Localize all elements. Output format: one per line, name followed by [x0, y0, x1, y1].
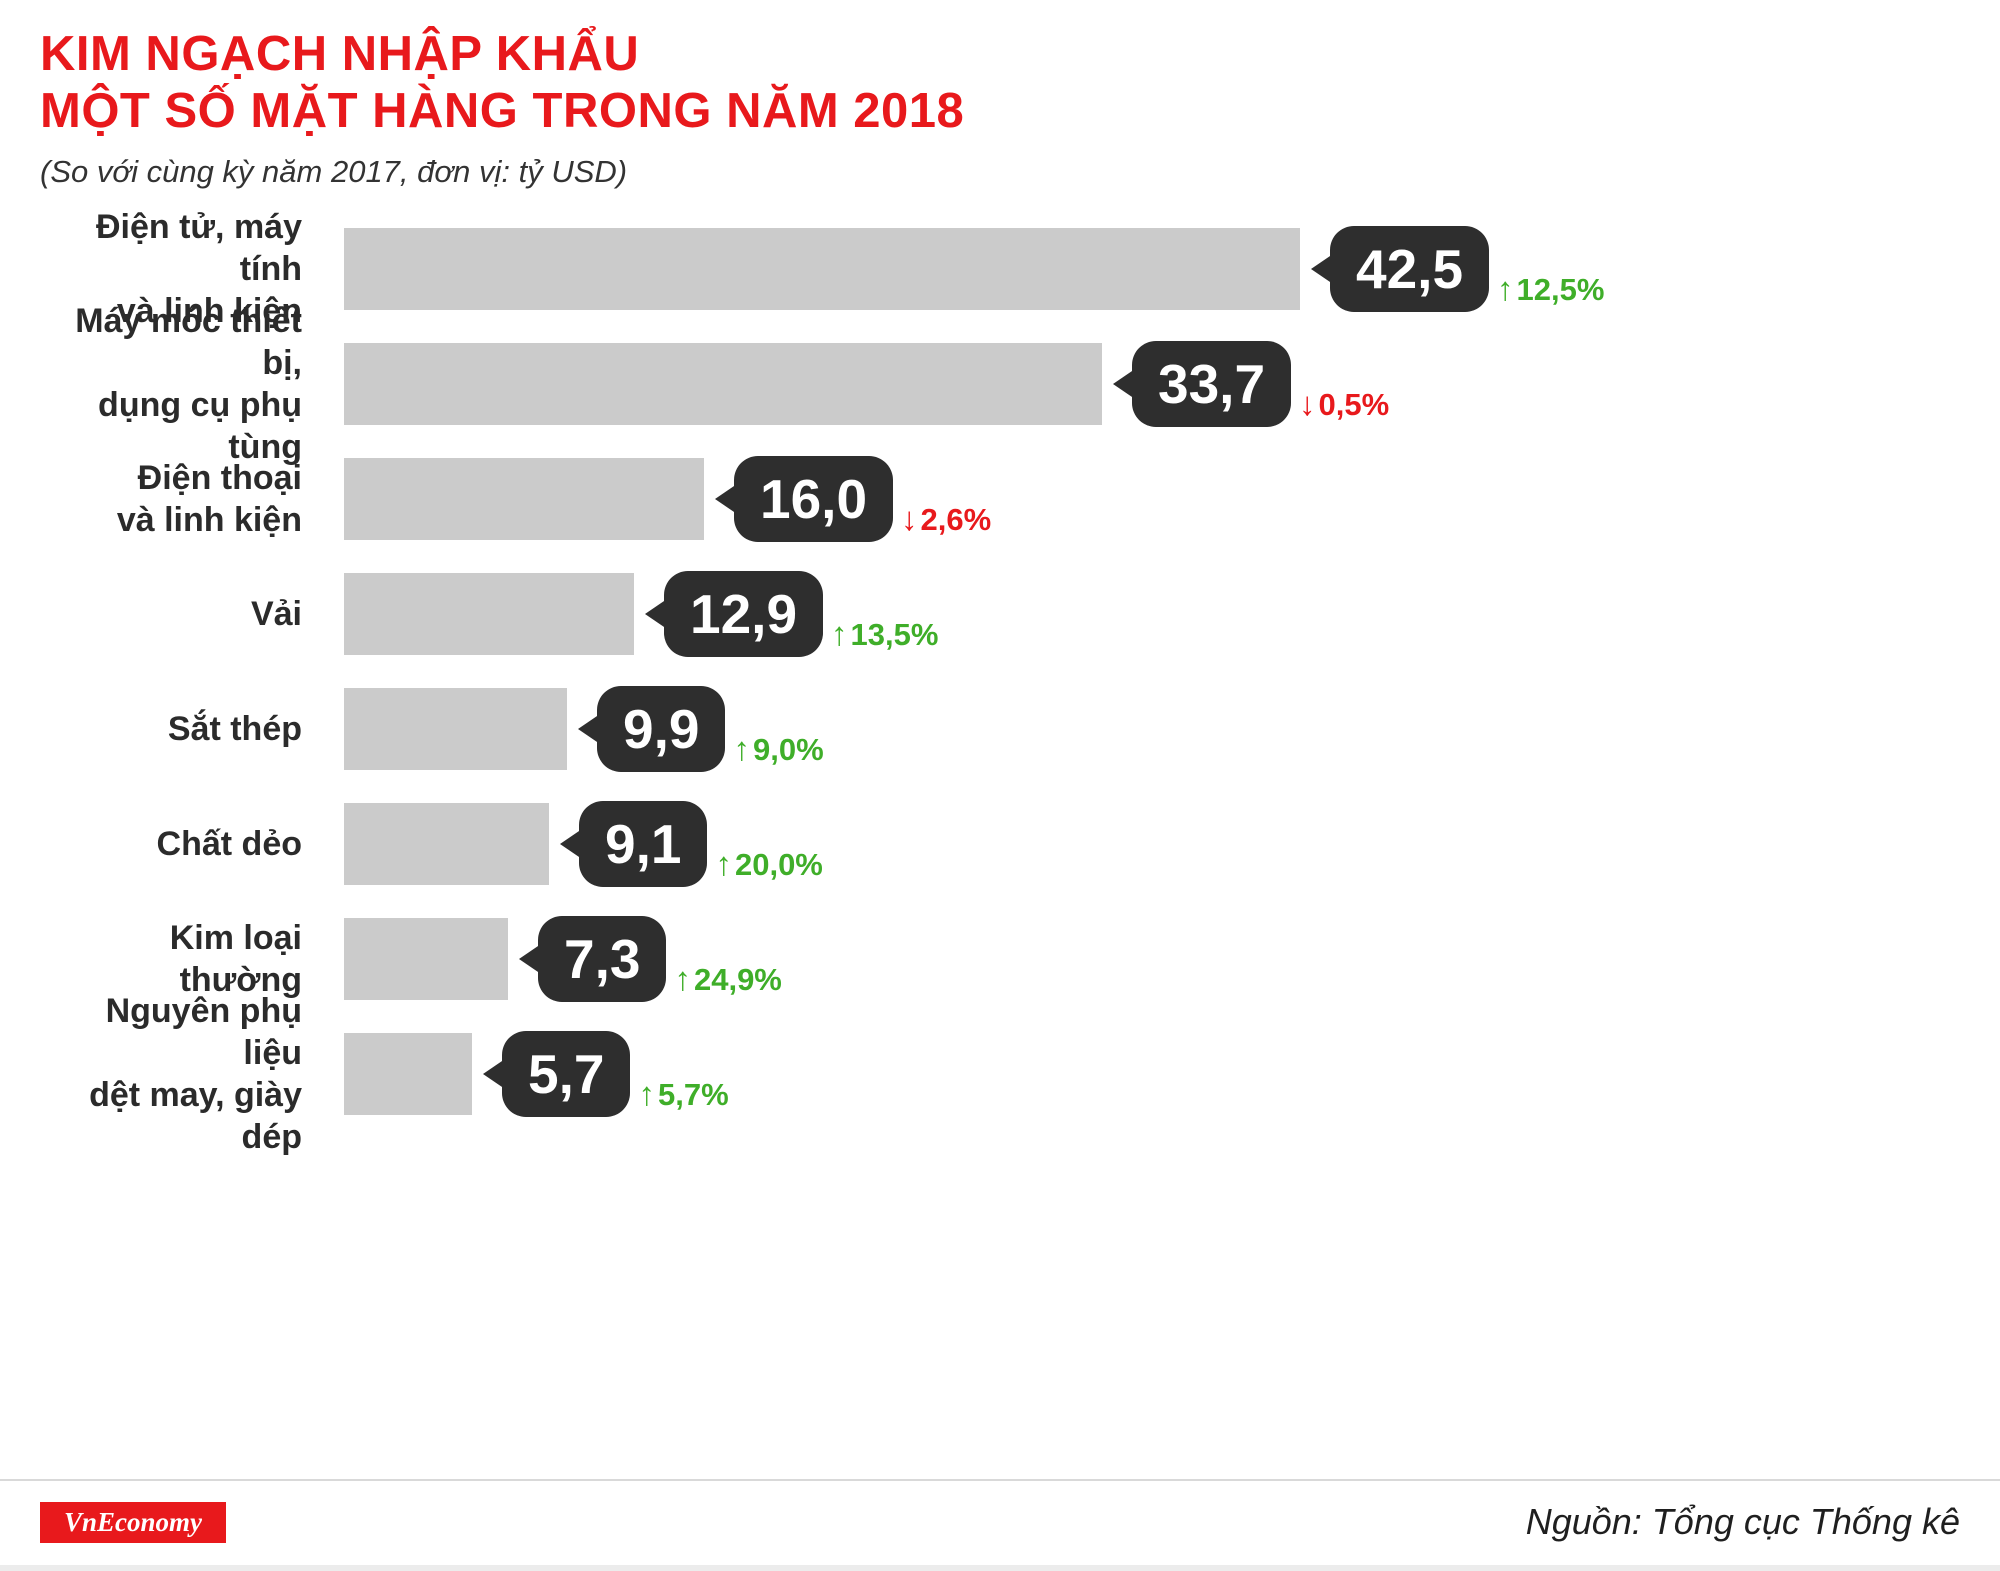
value-bubble: 9,1	[579, 801, 708, 887]
value-bubble: 7,3	[538, 916, 667, 1002]
change-percent: 20,0%	[734, 847, 823, 882]
bar-area: 5,7 ↑ 5,7%	[344, 1031, 2000, 1117]
value-label: 33,7	[1158, 353, 1266, 415]
value-label: 5,7	[528, 1043, 605, 1105]
up-arrow-icon: ↑	[674, 960, 691, 997]
chart-row: Nguyên phụ liệu dệt may, giày dép 5,7 ↑ …	[40, 992, 2000, 1156]
value-bubble: 33,7	[1132, 341, 1292, 427]
value-bubble: 5,7	[502, 1031, 631, 1117]
category-label: Nguyên phụ liệu dệt may, giày dép	[89, 992, 302, 1156]
page-title: KIM NGẠCH NHẬP KHẨU MỘT SỐ MẶT HÀNG TRON…	[40, 26, 1960, 140]
title-line-1: KIM NGẠCH NHẬP KHẨU	[40, 27, 640, 81]
chart-row: Sắt thép 9,9 ↑ 9,0%	[40, 686, 2000, 772]
up-arrow-icon: ↑	[638, 1075, 655, 1112]
change-percent: 24,9%	[693, 962, 782, 997]
category-label: Điện tử, máy tính và linh kiện	[95, 208, 302, 330]
value-label: 9,1	[605, 813, 682, 875]
chart-subtitle: (So với cùng kỳ năm 2017, đơn vị: tỷ USD…	[40, 154, 628, 189]
bar-area: 7,3 ↑ 24,9%	[344, 916, 2000, 1002]
up-arrow-icon: ↑	[831, 615, 848, 652]
change-indicator: ↑ 5,7%	[638, 1075, 728, 1113]
down-arrow-icon: ↓	[1299, 385, 1316, 422]
category-label: Vải	[250, 595, 302, 633]
category-label: Điện thoại và linh kiện	[116, 459, 302, 539]
chart-row: Kim loại thường 7,3 ↑ 24,9%	[40, 916, 2000, 1002]
bar-area: 33,7 ↓ 0,5%	[344, 341, 2000, 427]
bar-area: 9,9 ↑ 9,0%	[344, 686, 2000, 772]
value-label: 16,0	[760, 468, 868, 530]
change-percent: 9,0%	[752, 732, 824, 767]
bar	[344, 458, 704, 540]
chart-header: KIM NGẠCH NHẬP KHẨU MỘT SỐ MẶT HÀNG TRON…	[0, 0, 2000, 190]
title-line-2: MỘT SỐ MẶT HÀNG TRONG NĂM 2018	[40, 84, 965, 138]
chart-rows: Điện tử, máy tính và linh kiện 42,5 ↑ 12…	[40, 208, 2000, 1156]
bar-area: 42,5 ↑ 12,5%	[344, 226, 2000, 312]
up-arrow-icon: ↑	[733, 730, 750, 767]
bar	[344, 803, 549, 885]
value-bubble: 12,9	[664, 571, 824, 657]
bar	[344, 573, 634, 655]
bar	[344, 1033, 472, 1115]
footer: VnEconomy Nguồn: Tổng cục Thống kê	[0, 1479, 2000, 1563]
brand-badge: VnEconomy	[40, 1501, 227, 1543]
change-indicator: ↑ 13,5%	[831, 615, 938, 653]
value-label: 7,3	[564, 928, 641, 990]
chart-row: Điện thoại và linh kiện 16,0 ↓ 2,6%	[40, 456, 2000, 542]
bar	[344, 918, 508, 1000]
value-label: 12,9	[690, 583, 798, 645]
change-percent: 0,5%	[1318, 387, 1390, 422]
up-arrow-icon: ↑	[1497, 270, 1514, 307]
bottom-divider	[0, 1565, 2000, 1571]
chart-row: Điện tử, máy tính và linh kiện 42,5 ↑ 12…	[40, 208, 2000, 330]
change-percent: 13,5%	[850, 617, 939, 652]
bar-chart: Điện tử, máy tính và linh kiện 42,5 ↑ 12…	[0, 208, 2000, 1156]
change-indicator: ↓ 0,5%	[1299, 385, 1389, 423]
change-percent: 12,5%	[1516, 272, 1605, 307]
change-indicator: ↑ 24,9%	[674, 960, 781, 998]
value-bubble: 9,9	[597, 686, 726, 772]
change-indicator: ↑ 12,5%	[1497, 270, 1604, 308]
chart-row: Vải 12,9 ↑ 13,5%	[40, 571, 2000, 657]
up-arrow-icon: ↑	[715, 845, 732, 882]
bar-area: 12,9 ↑ 13,5%	[344, 571, 2000, 657]
bar	[344, 343, 1102, 425]
value-label: 9,9	[623, 698, 700, 760]
chart-row: Chất dẻo 9,1 ↑ 20,0%	[40, 801, 2000, 887]
change-indicator: ↑ 20,0%	[715, 845, 822, 883]
bar-area: 9,1 ↑ 20,0%	[344, 801, 2000, 887]
bar	[344, 228, 1300, 310]
value-bubble: 42,5	[1330, 226, 1490, 312]
category-label: Kim loại thường	[169, 919, 302, 999]
change-indicator: ↑ 9,0%	[733, 730, 823, 768]
value-label: 42,5	[1356, 238, 1464, 300]
category-label: Sắt thép	[167, 710, 302, 748]
down-arrow-icon: ↓	[901, 500, 918, 537]
change-percent: 5,7%	[657, 1077, 729, 1112]
source-text: Nguồn: Tổng cục Thống kê	[1525, 1501, 1960, 1542]
change-percent: 2,6%	[920, 502, 992, 537]
category-label: Chất dẻo	[156, 825, 302, 863]
bar-area: 16,0 ↓ 2,6%	[344, 456, 2000, 542]
category-label: Máy móc thiết bị, dụng cụ phụ tùng	[75, 302, 302, 466]
value-bubble: 16,0	[734, 456, 894, 542]
chart-row: Máy móc thiết bị, dụng cụ phụ tùng 33,7 …	[40, 302, 2000, 466]
bar	[344, 688, 567, 770]
change-indicator: ↓ 2,6%	[901, 500, 991, 538]
